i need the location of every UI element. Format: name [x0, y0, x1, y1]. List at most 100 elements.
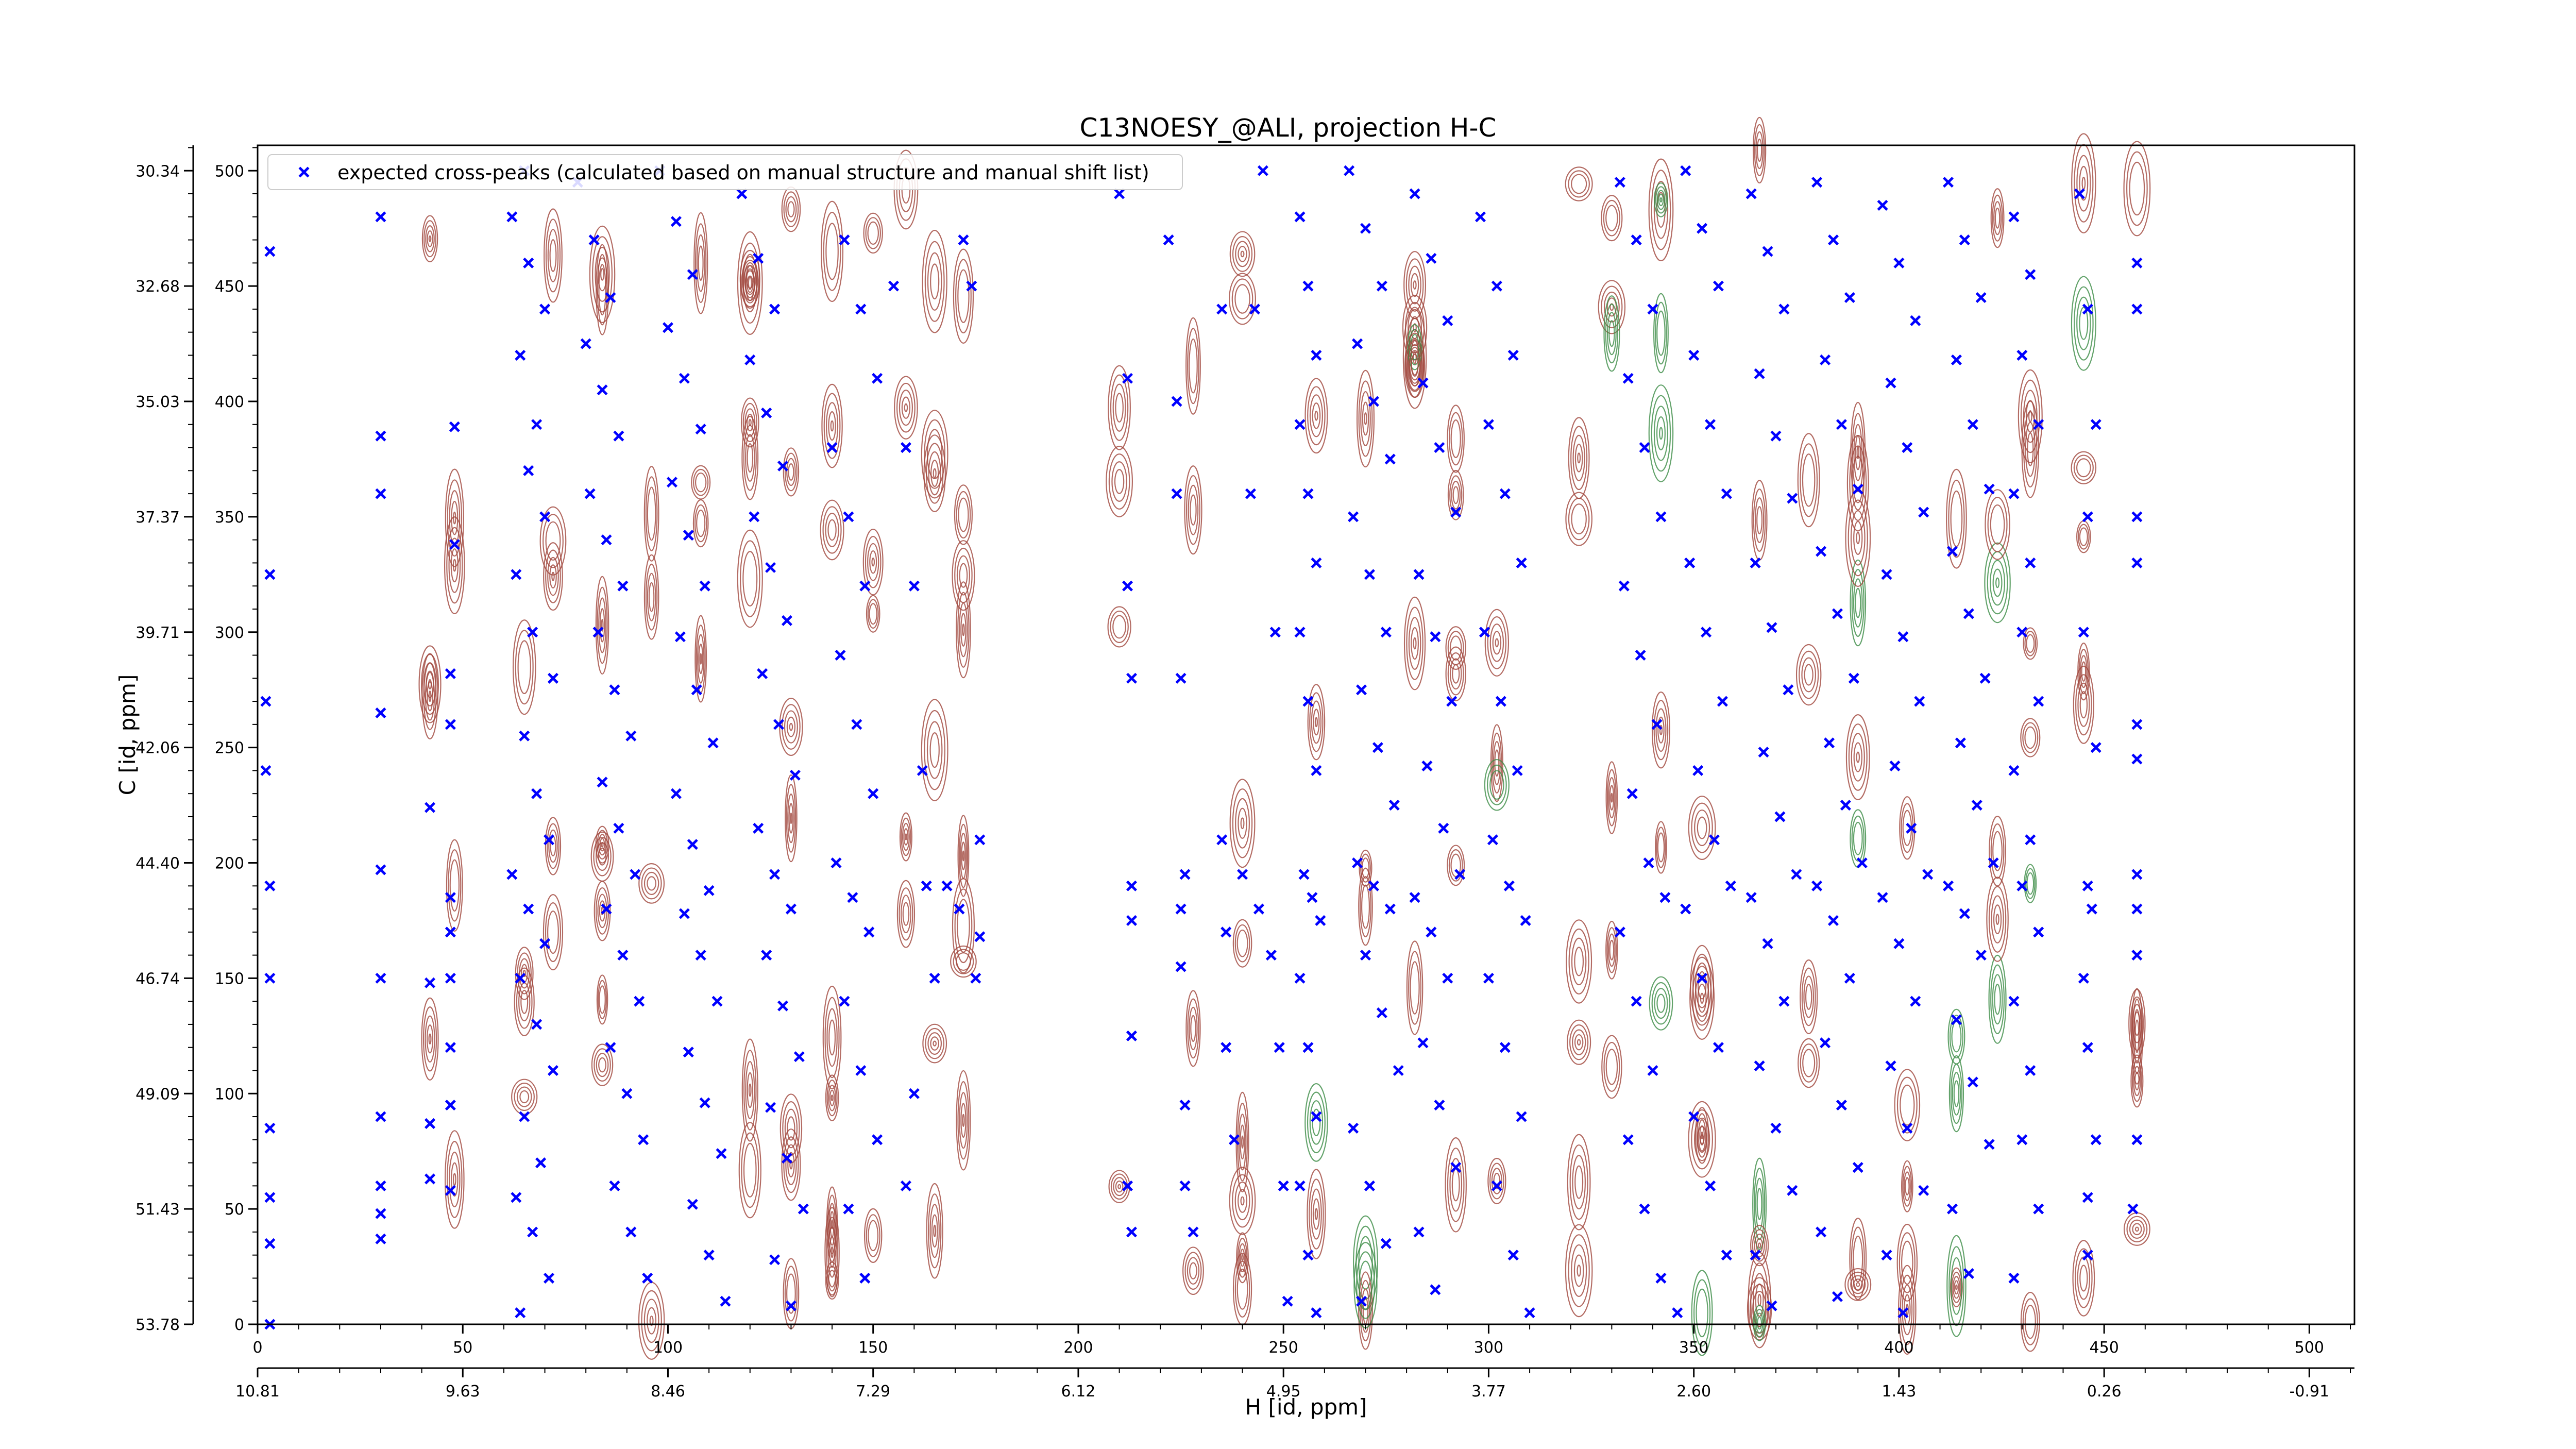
x-index-tick-label-8: 400	[1884, 1339, 1913, 1357]
contour-ring-520	[1572, 434, 1585, 481]
y-index-tick-label-8: 100	[215, 1085, 244, 1103]
cross-peak-marker-77	[634, 996, 645, 1007]
contour-ring-85	[595, 825, 609, 864]
contour-ring-693	[1903, 1171, 1911, 1201]
contour-ring-724	[1990, 188, 2005, 248]
contour-ring-688	[1896, 1223, 1918, 1302]
contour-ring-723	[1995, 577, 2000, 588]
cross-peak-marker-363	[1922, 869, 1934, 880]
contour-ring-785	[2077, 1256, 2091, 1300]
contour-ring-44	[515, 630, 534, 705]
cross-peak-marker-167	[1126, 880, 1138, 891]
contour-ring-551	[1609, 939, 1615, 961]
contour-ring-168	[737, 529, 763, 628]
contour-ring-531	[1598, 280, 1626, 334]
cross-peak-marker-6	[264, 1122, 276, 1134]
contour-ring-635	[1757, 1316, 1762, 1330]
cross-peak-marker-249	[1409, 892, 1420, 903]
contour-ring-633	[1754, 1308, 1765, 1338]
contour-ring-336	[1108, 365, 1131, 450]
cross-peak-marker-90	[666, 477, 677, 488]
cross-peak-marker-270	[1499, 1042, 1511, 1053]
x-index-tick-label-9: 450	[2090, 1339, 2119, 1357]
cross-peak-marker-212	[1294, 1180, 1306, 1191]
cross-peak-marker-82	[625, 1226, 637, 1238]
contour-ring-646	[1795, 644, 1822, 706]
contour-ring-46	[514, 967, 535, 1036]
contour-ring-218	[826, 1080, 838, 1117]
cross-peak-marker-287	[1614, 926, 1625, 938]
cross-peak-marker-23	[424, 1173, 436, 1185]
x-index-tick-label-6: 300	[1474, 1339, 1503, 1357]
contour-ring-726	[1993, 201, 2002, 235]
contour-ring-691	[1901, 1160, 1913, 1212]
cross-peak-marker-260	[1483, 419, 1494, 430]
contour-ring-801	[2132, 998, 2142, 1074]
contour-ring-192	[783, 447, 800, 497]
cross-peak-marker-117	[757, 668, 768, 679]
cross-peak-marker-296	[1688, 349, 1700, 361]
contour-ring-76	[598, 848, 607, 866]
contour-ring-25	[445, 1130, 465, 1229]
cross-peak-marker-83	[642, 1272, 653, 1284]
contour-ring-354	[1190, 494, 1197, 526]
contour-ring-283	[931, 1214, 938, 1248]
contour-ring-650	[1850, 401, 1866, 503]
y-ppm-tick-label-2: 35.03	[135, 393, 180, 411]
contour-ring-660	[1851, 733, 1865, 782]
contour-ring-83	[597, 254, 608, 326]
cross-peak-marker-175	[1175, 672, 1187, 684]
cross-peak-marker-180	[1179, 1180, 1191, 1191]
contour-ring-797	[2129, 1219, 2145, 1239]
contour-ring-630	[1754, 497, 1765, 543]
cross-peak-marker-38	[515, 349, 526, 361]
cross-peak-marker-145	[872, 1134, 883, 1145]
contour-ring-498	[1495, 638, 1499, 648]
cross-peak-marker-393	[2025, 269, 2036, 280]
contour-ring-414	[1353, 1215, 1378, 1310]
contour-ring-19	[428, 1033, 432, 1044]
cross-peak-marker-162	[970, 972, 981, 984]
contour-ring-590	[1692, 953, 1712, 1017]
cross-peak-marker-155	[900, 1180, 911, 1191]
cross-peak-marker-334	[1844, 292, 1855, 304]
contour-ring-387	[1234, 924, 1250, 963]
contour-ring-113	[647, 486, 656, 541]
cross-peak-marker-374	[1975, 292, 1987, 304]
cross-peak-marker-31	[445, 1042, 456, 1053]
contour-ring-169	[739, 540, 760, 617]
contour-ring-7	[425, 671, 435, 721]
contour-ring-368	[1238, 246, 1247, 262]
contour-ring-637	[1800, 1043, 1818, 1083]
cross-peak-marker-254	[1450, 1161, 1462, 1173]
cross-peak-marker-150	[908, 580, 920, 592]
contour-ring-367	[1235, 241, 1250, 267]
contour-ring-345	[1187, 998, 1199, 1059]
contour-ring-162	[747, 443, 754, 473]
contour-ring-114	[638, 863, 665, 904]
contour-ring-132	[697, 634, 705, 684]
contour-ring-417	[1356, 369, 1375, 468]
cross-peak-marker-217	[1376, 280, 1387, 292]
contour-ring-502	[1574, 1165, 1584, 1199]
contour-ring-277	[924, 710, 946, 790]
contour-ring-779	[2076, 458, 2091, 478]
contour-ring-226	[820, 499, 844, 561]
contour-ring-243	[867, 543, 879, 581]
contour-ring-287	[926, 429, 943, 480]
contour-ring-240	[869, 603, 877, 625]
contour-ring-340	[1182, 1246, 1204, 1295]
contour-ring-468	[1452, 486, 1459, 504]
cross-peak-marker-16	[375, 1111, 386, 1122]
y-ppm-tick-label-1: 32.68	[135, 278, 180, 296]
cross-peak-marker-14	[375, 864, 386, 875]
contour-ring-588	[1696, 1288, 1708, 1338]
contour-ring-620	[1754, 1234, 1765, 1258]
cross-peak-marker-379	[1963, 608, 1974, 619]
cross-peak-marker-248	[1454, 869, 1466, 880]
cross-peak-marker-290	[1622, 1134, 1634, 1145]
cross-peak-marker-168	[1126, 915, 1138, 926]
cross-peak-marker-106	[703, 1250, 715, 1261]
contour-ring-754	[2021, 400, 2040, 498]
contour-ring-435	[1410, 273, 1419, 297]
